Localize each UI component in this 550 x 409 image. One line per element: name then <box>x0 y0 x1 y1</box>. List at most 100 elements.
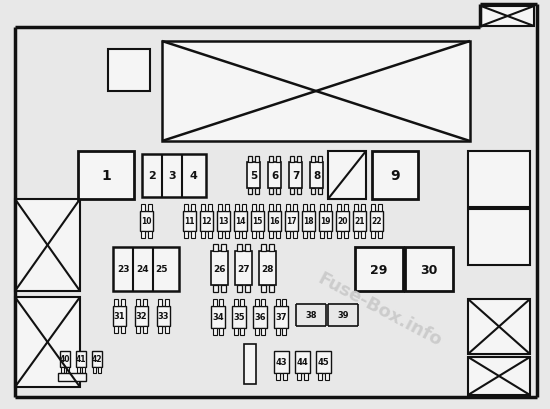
Text: 12: 12 <box>201 217 212 226</box>
Bar <box>245 285 250 292</box>
Bar <box>276 189 280 195</box>
Bar <box>248 189 252 195</box>
Bar <box>78 152 134 200</box>
Text: 17: 17 <box>286 217 297 226</box>
Bar <box>121 299 125 306</box>
Bar <box>327 204 331 211</box>
Bar <box>213 245 218 252</box>
Bar <box>274 351 289 373</box>
Bar <box>354 231 358 238</box>
Text: 41: 41 <box>76 355 86 364</box>
Bar <box>361 204 365 211</box>
Bar <box>261 328 265 335</box>
Bar <box>201 231 205 238</box>
Bar <box>143 326 147 333</box>
Bar <box>234 211 247 231</box>
Text: 27: 27 <box>237 264 250 273</box>
Bar <box>113 247 179 291</box>
Bar <box>290 189 294 195</box>
Bar <box>158 326 162 333</box>
Bar <box>325 373 329 380</box>
Bar <box>255 299 259 306</box>
Text: 25: 25 <box>156 265 168 274</box>
Bar <box>213 299 217 306</box>
Bar <box>353 211 366 231</box>
Bar <box>297 157 301 163</box>
Bar <box>295 351 310 373</box>
Bar <box>201 204 205 211</box>
Bar <box>255 189 259 195</box>
Bar <box>237 245 242 252</box>
Bar <box>76 351 86 367</box>
Bar <box>213 285 218 292</box>
Bar <box>211 306 225 328</box>
Bar <box>297 189 301 195</box>
Text: 42: 42 <box>92 355 102 364</box>
Bar <box>311 189 315 195</box>
Bar <box>370 211 383 231</box>
Bar <box>269 285 274 292</box>
Bar <box>276 299 280 306</box>
Bar <box>208 204 212 211</box>
Text: 36: 36 <box>254 313 266 322</box>
Bar <box>468 357 530 395</box>
Bar <box>269 189 273 195</box>
Bar <box>302 211 315 231</box>
Bar <box>142 155 206 198</box>
Bar <box>221 285 226 292</box>
Text: 44: 44 <box>296 357 309 366</box>
Bar <box>282 328 286 335</box>
Bar <box>237 285 242 292</box>
Bar <box>311 157 315 163</box>
Bar <box>93 367 96 373</box>
Bar <box>244 344 256 384</box>
Bar <box>319 211 332 231</box>
Bar <box>61 367 64 373</box>
Bar <box>293 204 297 211</box>
Bar <box>221 245 226 252</box>
Text: 38: 38 <box>305 311 317 320</box>
Bar <box>162 42 470 142</box>
Bar <box>98 367 101 373</box>
Bar <box>327 231 331 238</box>
Bar <box>245 245 250 252</box>
Text: 6: 6 <box>271 171 278 180</box>
Bar <box>304 373 308 380</box>
Bar <box>361 231 365 238</box>
Bar <box>143 299 147 306</box>
Text: 8: 8 <box>313 171 320 180</box>
Bar <box>320 204 324 211</box>
Bar <box>259 231 263 238</box>
Bar <box>148 204 152 211</box>
Bar <box>297 373 301 380</box>
Bar <box>253 306 267 328</box>
Bar <box>242 231 246 238</box>
Bar <box>158 299 162 306</box>
Text: 45: 45 <box>318 357 329 366</box>
Bar <box>157 306 170 326</box>
Bar <box>251 211 264 231</box>
Bar <box>293 231 297 238</box>
Bar <box>468 299 530 354</box>
Text: 11: 11 <box>184 217 195 226</box>
Bar <box>165 326 169 333</box>
Text: 31: 31 <box>114 312 125 321</box>
Bar <box>247 163 260 189</box>
Bar <box>218 204 222 211</box>
Bar <box>135 306 148 326</box>
Bar <box>114 299 118 306</box>
Text: 18: 18 <box>303 217 314 226</box>
Bar <box>184 204 188 211</box>
Text: 14: 14 <box>235 217 246 226</box>
Bar <box>378 204 382 211</box>
Bar <box>114 326 118 333</box>
Bar <box>92 351 102 367</box>
Bar <box>255 328 259 335</box>
Text: 26: 26 <box>213 264 226 273</box>
Bar <box>252 204 256 211</box>
Text: 37: 37 <box>275 313 287 322</box>
Bar <box>318 189 322 195</box>
Bar <box>66 367 69 373</box>
Bar <box>191 231 195 238</box>
Text: 5: 5 <box>250 171 257 180</box>
